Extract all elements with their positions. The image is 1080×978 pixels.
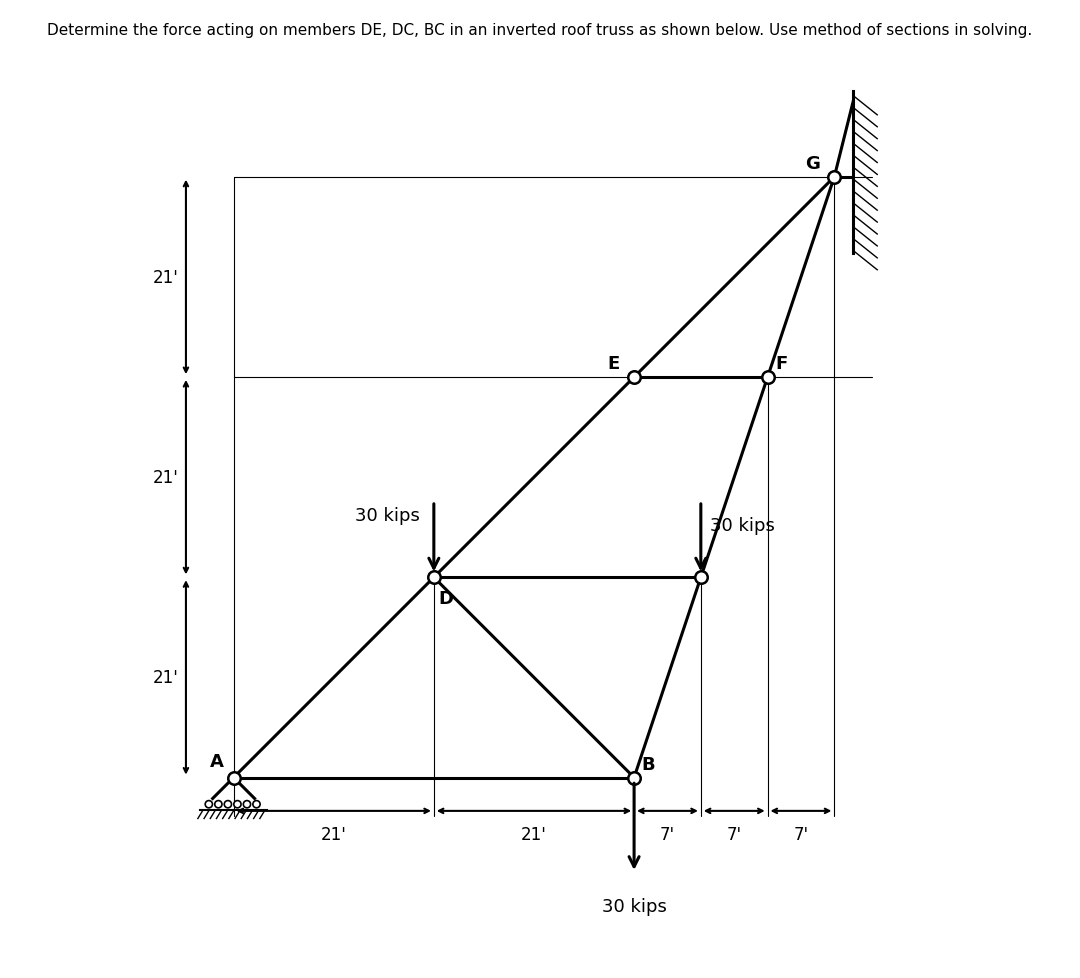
Text: 21': 21'	[521, 825, 546, 843]
Text: 21': 21'	[152, 468, 178, 487]
Text: 7': 7'	[727, 825, 742, 843]
Text: Determine the force acting on members DE, DC, BC in an inverted roof truss as sh: Determine the force acting on members DE…	[48, 22, 1032, 37]
Text: 7': 7'	[794, 825, 809, 843]
Circle shape	[225, 801, 231, 808]
Text: 21': 21'	[152, 269, 178, 287]
Text: E: E	[608, 355, 620, 373]
Circle shape	[253, 801, 260, 808]
Text: F: F	[775, 355, 787, 373]
Text: 7': 7'	[660, 825, 675, 843]
Text: B: B	[642, 755, 656, 773]
Text: 30 kips: 30 kips	[602, 897, 666, 914]
Text: D: D	[438, 589, 454, 607]
Text: A: A	[211, 752, 224, 770]
Circle shape	[215, 801, 222, 808]
Text: 21': 21'	[321, 825, 347, 843]
Text: 30 kips: 30 kips	[354, 507, 419, 525]
Circle shape	[243, 801, 251, 808]
Circle shape	[205, 801, 213, 808]
Text: 30 kips: 30 kips	[711, 516, 775, 534]
Text: G: G	[806, 155, 820, 173]
Circle shape	[233, 801, 241, 808]
Text: 21': 21'	[152, 669, 178, 687]
